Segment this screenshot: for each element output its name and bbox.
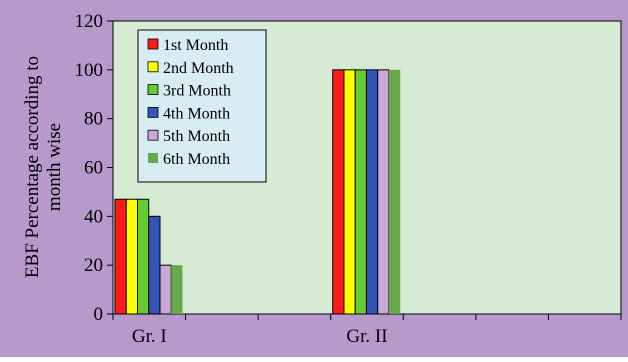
- y-tick-label: 0: [94, 304, 104, 325]
- legend-label: 1st Month: [163, 37, 228, 54]
- bar: [114, 198, 127, 315]
- x-tick-label: Gr. I: [132, 326, 167, 347]
- bar: [136, 198, 150, 315]
- y-tick-label: 100: [75, 60, 104, 81]
- bar: [332, 69, 345, 315]
- x-tick-label: Gr. II: [346, 326, 387, 347]
- y-tick-label: 20: [84, 255, 103, 276]
- bar: [171, 265, 183, 314]
- legend-swatch: [147, 61, 159, 73]
- bar: [343, 69, 356, 315]
- bar: [125, 198, 138, 315]
- y-tick-label: 120: [75, 11, 104, 32]
- x-axis: Gr. I Gr. II: [112, 314, 622, 347]
- legend-label: 5th Month: [163, 128, 230, 145]
- y-axis-label-line-2: month wise: [44, 123, 65, 211]
- bar: [365, 69, 379, 315]
- legend-swatch: [147, 107, 159, 118]
- bar: [354, 69, 367, 315]
- legend-label: 6th Month: [163, 151, 230, 168]
- bar: [148, 215, 161, 315]
- legend-swatch: [148, 153, 158, 163]
- legend-box: [137, 29, 267, 183]
- legend: 1st Month 2nd Month 3rd Month 4th Month 5th …: [137, 29, 267, 183]
- bars-group: [114, 69, 401, 315]
- y-axis-label-line-1: EBF Percentage according to: [22, 56, 43, 278]
- y-axis: 0 20 40 60 80 100 120: [75, 11, 113, 325]
- bar: [159, 264, 172, 315]
- legend-swatch: [147, 129, 159, 141]
- legend-label: 3rd Month: [163, 83, 231, 100]
- bar: [377, 69, 390, 315]
- legend-label: 4th Month: [163, 105, 230, 122]
- legend-label: 2nd Month: [163, 60, 234, 77]
- y-tick-label: 80: [84, 109, 103, 130]
- y-tick-label: 60: [84, 158, 103, 179]
- y-tick-label: 40: [84, 206, 103, 227]
- legend-swatch: [147, 84, 159, 95]
- legend-swatch: [147, 38, 159, 50]
- bar: [388, 69, 401, 314]
